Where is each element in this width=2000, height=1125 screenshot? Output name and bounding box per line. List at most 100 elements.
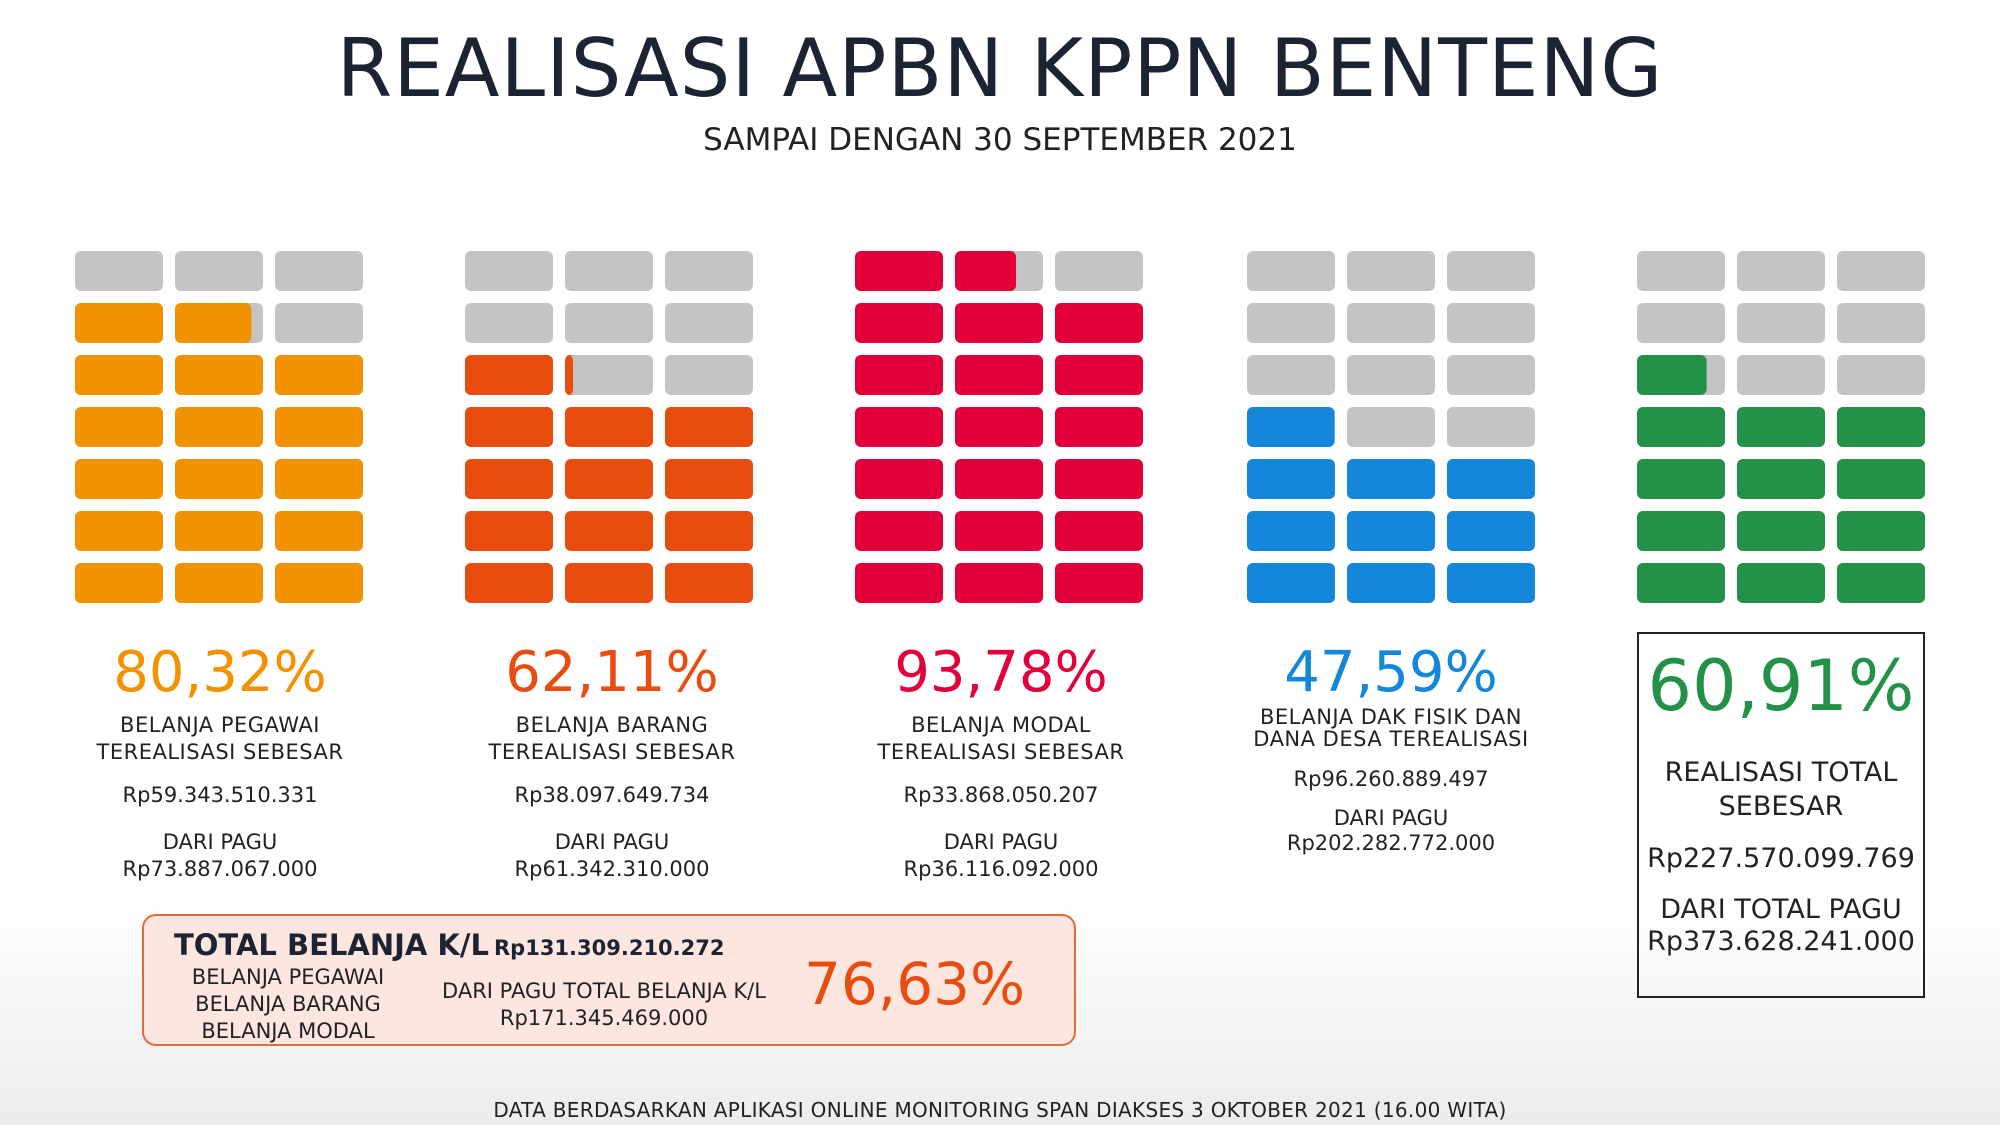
waffle-cell-dak <box>1247 355 1335 395</box>
kl-pagu-block: DARI PAGU TOTAL BELANJA K/L Rp171.345.46… <box>434 978 774 1032</box>
pagu-total: Rp373.628.241.000 <box>1647 926 1915 957</box>
label-total-line2: SEBESAR <box>1718 791 1844 822</box>
amount-dak: Rp96.260.889.497 <box>1293 767 1489 791</box>
waffle-cell-dak <box>1347 251 1435 291</box>
waffle-fill-pegawai <box>275 511 363 551</box>
waffle-fill-modal <box>955 459 1043 499</box>
waffle-fill-total <box>1837 407 1925 447</box>
waffle-cell-dak <box>1447 407 1535 447</box>
waffle-fill-barang <box>665 563 753 603</box>
waffle-cell-barang <box>565 303 653 343</box>
waffle-fill-pegawai <box>175 407 263 447</box>
kl-amount: Rp131.309.210.272 <box>494 936 725 960</box>
waffle-cell-total <box>1737 303 1825 343</box>
waffle-cell-dak <box>1347 407 1435 447</box>
waffle-fill-total <box>1837 563 1925 603</box>
waffle-fill-pegawai <box>275 459 363 499</box>
waffle-fill-modal <box>1055 355 1143 395</box>
waffle-cell-total <box>1737 251 1825 291</box>
kl-pct: 76,63% <box>804 950 1026 1018</box>
waffle-cell-barang <box>465 303 553 343</box>
waffle-cell-dak <box>1247 303 1335 343</box>
waffle-fill-barang <box>565 459 653 499</box>
label-pegawai-line1: BELANJA PEGAWAI <box>120 713 320 737</box>
waffle-fill-modal <box>1055 563 1143 603</box>
waffle-fill-pegawai <box>275 355 363 395</box>
waffle-fill-dak <box>1247 563 1335 603</box>
kl-item-barang: BELANJA BARANG <box>195 992 381 1016</box>
pagu-label-barang: DARI PAGU <box>554 830 670 854</box>
waffle-fill-dak <box>1247 407 1335 447</box>
pct-barang: 62,11% <box>505 640 719 705</box>
waffle-fill-pegawai <box>75 563 163 603</box>
category-modal: 93,78% BELANJA MODAL TEREALISASI SEBESAR… <box>841 640 1161 883</box>
kl-items: BELANJA PEGAWAI BELANJA BARANG BELANJA M… <box>188 964 388 1045</box>
waffle-fill-pegawai <box>175 355 263 395</box>
waffle-fill-barang <box>465 355 553 395</box>
waffle-fill-modal <box>955 251 1017 291</box>
waffle-fill-barang <box>665 407 753 447</box>
waffle-fill-barang <box>665 511 753 551</box>
label-modal-line2: TEREALISASI SEBESAR <box>877 740 1125 764</box>
waffle-cell-barang <box>465 251 553 291</box>
kl-pagu-label: DARI PAGU TOTAL BELANJA K/L <box>442 979 766 1003</box>
waffle-cell-pegawai <box>175 251 263 291</box>
amount-modal: Rp33.868.050.207 <box>903 783 1099 807</box>
footer-note: DATA BERDASARKAN APLIKASI ONLINE MONITOR… <box>493 1098 1507 1122</box>
waffle-fill-dak <box>1447 511 1535 551</box>
amount-total: Rp227.570.099.769 <box>1647 843 1915 874</box>
waffle-fill-modal <box>955 355 1043 395</box>
waffle-fill-pegawai <box>175 511 263 551</box>
waffle-cell-dak <box>1347 303 1435 343</box>
kl-item-modal: BELANJA MODAL <box>201 1019 375 1043</box>
waffle-cell-total <box>1837 251 1925 291</box>
waffle-cell-modal <box>1055 251 1143 291</box>
waffle-fill-dak <box>1347 563 1435 603</box>
total-realization-box: 60,91% REALISASI TOTAL SEBESAR Rp227.570… <box>1637 632 1925 998</box>
waffle-fill-barang <box>665 459 753 499</box>
pagu-dak: Rp202.282.772.000 <box>1286 831 1496 855</box>
waffle-fill-barang <box>565 563 653 603</box>
waffle-fill-dak <box>1247 511 1335 551</box>
label-pegawai-line2: TEREALISASI SEBESAR <box>96 740 344 764</box>
waffle-fill-barang <box>465 511 553 551</box>
pct-modal: 93,78% <box>894 640 1108 705</box>
waffle-fill-modal <box>855 355 943 395</box>
pagu-label-pegawai: DARI PAGU <box>162 830 278 854</box>
waffle-cell-pegawai <box>275 251 363 291</box>
label-total-line1: REALISASI TOTAL <box>1664 757 1898 788</box>
waffle-modal <box>855 251 1143 603</box>
label-modal-line1: BELANJA MODAL <box>911 713 1091 737</box>
waffle-pegawai <box>75 251 363 603</box>
waffle-fill-dak <box>1347 459 1435 499</box>
pagu-pegawai: Rp73.887.067.000 <box>122 857 318 881</box>
waffle-fill-total <box>1637 355 1707 395</box>
waffle-fill-pegawai <box>275 407 363 447</box>
waffle-fill-total <box>1637 511 1725 551</box>
waffle-cell-barang <box>665 303 753 343</box>
waffle-cell-total <box>1837 355 1925 395</box>
waffle-fill-pegawai <box>75 303 163 343</box>
waffle-fill-pegawai <box>175 303 252 343</box>
waffle-fill-pegawai <box>275 563 363 603</box>
waffle-fill-modal <box>955 511 1043 551</box>
waffle-fill-pegawai <box>75 459 163 499</box>
kl-title: TOTAL BELANJA K/L <box>174 928 489 962</box>
pagu-label-modal: DARI PAGU <box>943 830 1059 854</box>
waffle-fill-barang <box>465 407 553 447</box>
waffle-fill-modal <box>955 303 1043 343</box>
waffle-fill-pegawai <box>175 563 263 603</box>
amount-pegawai: Rp59.343.510.331 <box>122 783 318 807</box>
waffle-fill-modal <box>955 407 1043 447</box>
page-title: REALISASI APBN KPPN BENTENG <box>336 22 1664 115</box>
waffle-fill-modal <box>1055 459 1143 499</box>
pagu-barang: Rp61.342.310.000 <box>514 857 710 881</box>
waffle-fill-modal <box>1055 407 1143 447</box>
waffle-fill-pegawai <box>75 511 163 551</box>
kl-pagu-value: Rp171.345.469.000 <box>499 1006 709 1030</box>
waffle-cell-dak <box>1447 251 1535 291</box>
waffle-cell-total <box>1837 303 1925 343</box>
waffle-fill-dak <box>1447 459 1535 499</box>
amount-barang: Rp38.097.649.734 <box>514 783 710 807</box>
waffle-fill-total <box>1737 459 1825 499</box>
